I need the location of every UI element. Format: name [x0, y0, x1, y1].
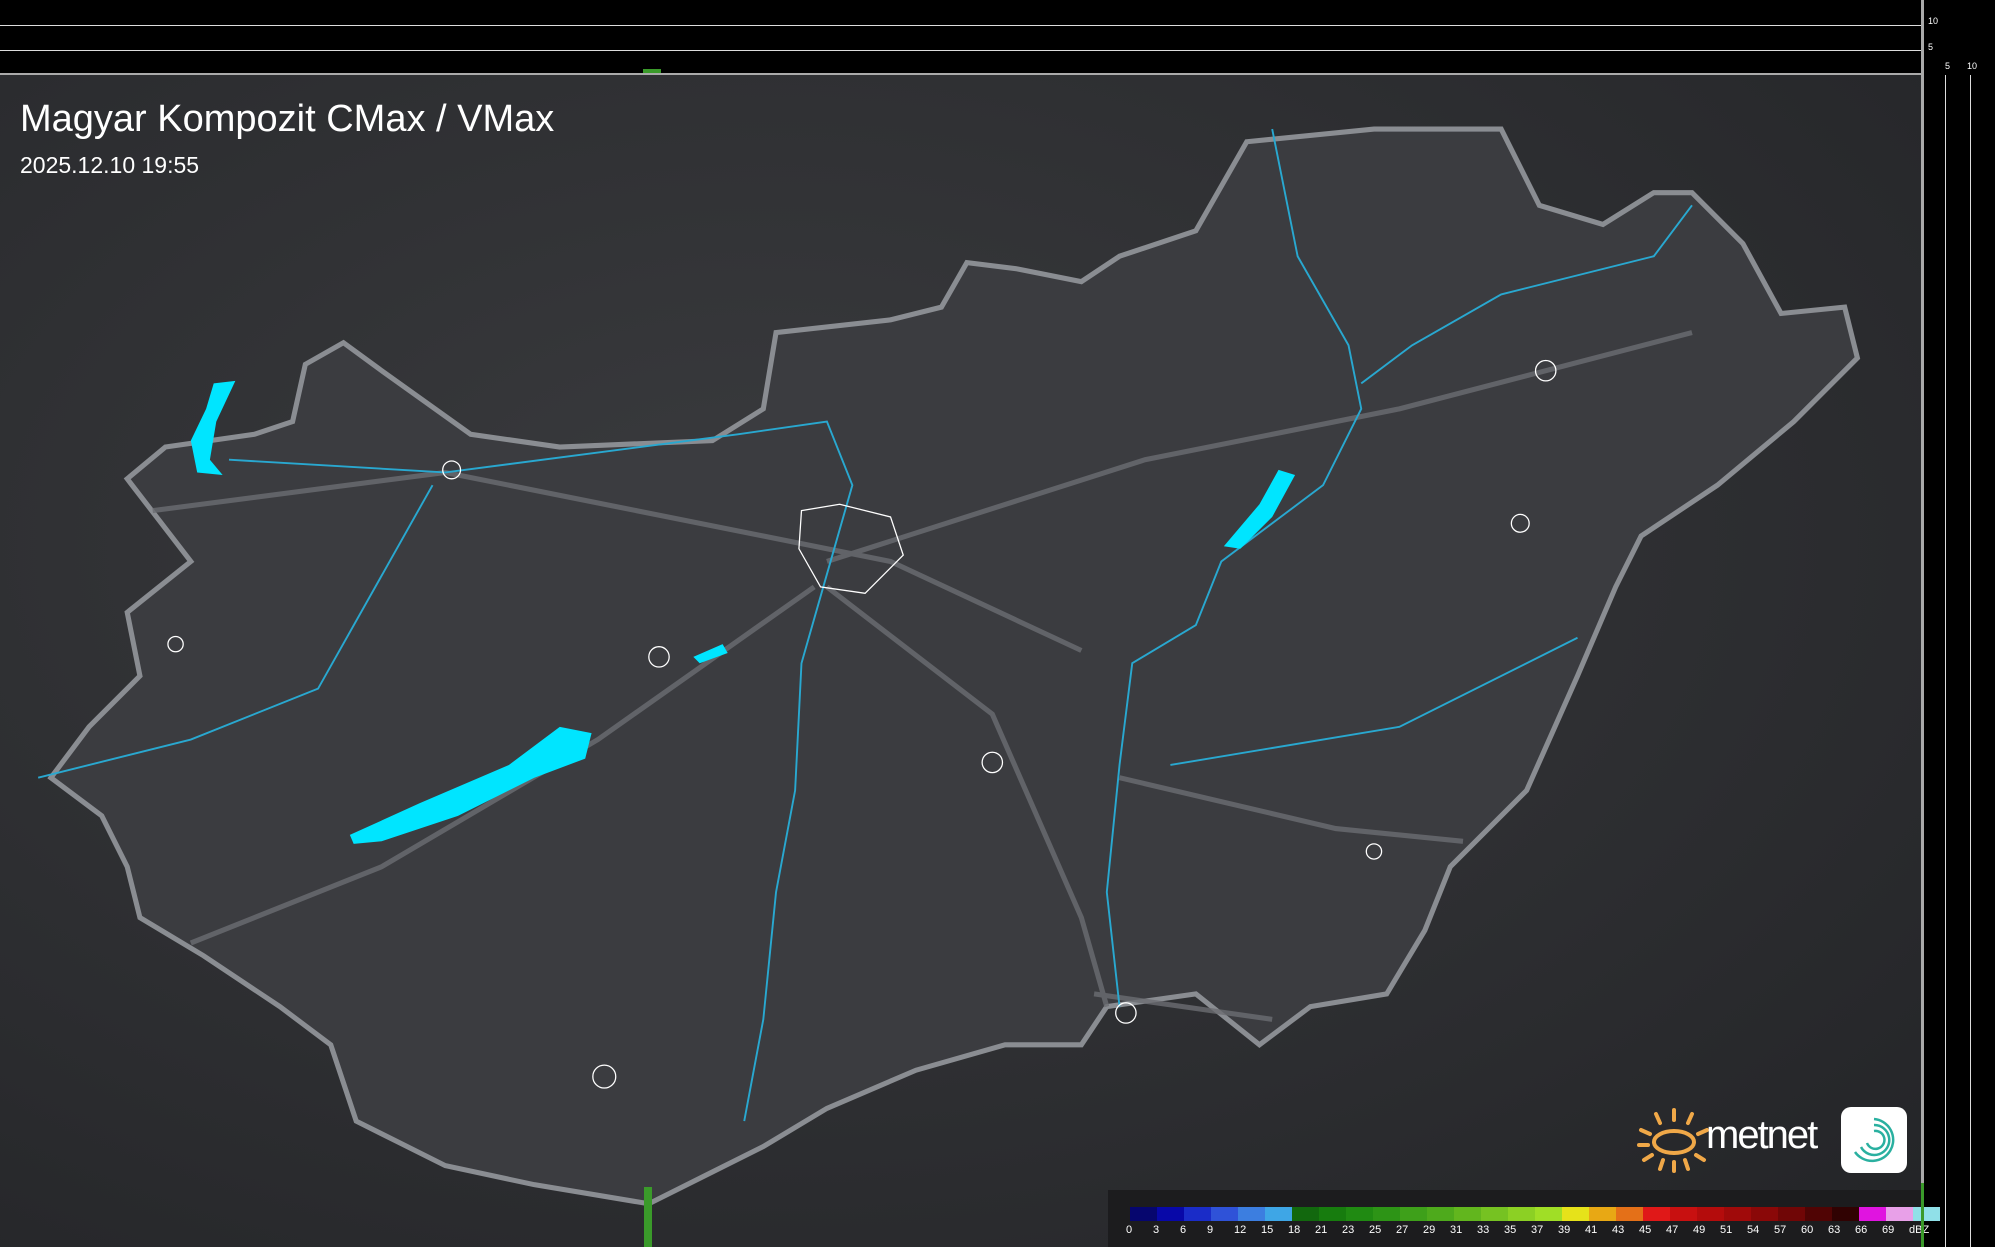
scale-label: 5 [1945, 61, 1951, 71]
cross-section-panel-top [0, 0, 1921, 75]
legend-label: 37 [1531, 1224, 1544, 1236]
lake-balaton [349, 726, 592, 844]
legend-swatch [1886, 1207, 1913, 1221]
legend-label: 9 [1207, 1224, 1214, 1236]
legend-swatch [1643, 1207, 1670, 1221]
legend-label: 25 [1369, 1224, 1382, 1236]
scale-label: 10 [1928, 16, 1939, 26]
legend-swatch [1346, 1207, 1373, 1221]
legend-label: 35 [1504, 1224, 1517, 1236]
scale-line-10 [0, 25, 1921, 26]
legend-label: 15 [1261, 1224, 1274, 1236]
legend-label: 21 [1315, 1224, 1328, 1236]
legend-swatch [1184, 1207, 1211, 1221]
swirl-icon [1853, 1117, 1895, 1163]
legend-label: 66 [1855, 1224, 1868, 1236]
legend-label: 33 [1477, 1224, 1490, 1236]
radar-map[interactable] [0, 75, 1921, 1247]
legend-label: 51 [1720, 1224, 1733, 1236]
legend-label: 0 [1126, 1224, 1133, 1236]
legend-label: 60 [1801, 1224, 1814, 1236]
rivers [37, 128, 1693, 1122]
legend-swatch [1319, 1207, 1346, 1221]
legend-swatch [1427, 1207, 1454, 1221]
legend-swatch [1589, 1207, 1616, 1221]
legend-label: 23 [1342, 1224, 1355, 1236]
metnet-logo: metnet [1636, 1105, 1911, 1175]
legend-swatch [1616, 1207, 1643, 1221]
hungary-map [37, 126, 1861, 1207]
legend-label: 3 [1153, 1224, 1160, 1236]
legend-label: dBZ [1909, 1224, 1930, 1236]
profile-marker [1921, 1183, 1924, 1247]
legend-swatches [1130, 1207, 1940, 1221]
cross-section-panel-side: 10 5 5 10 [1921, 0, 1995, 1247]
legend-swatch [1859, 1207, 1886, 1221]
app-badge [1841, 1107, 1907, 1173]
legend-swatch [1724, 1207, 1751, 1221]
legend-label: 43 [1612, 1224, 1625, 1236]
scale-label: 5 [1928, 42, 1934, 52]
legend-swatch [1913, 1207, 1940, 1221]
legend-swatch [1157, 1207, 1184, 1221]
legend-swatch [1211, 1207, 1238, 1221]
legend-swatch [1373, 1207, 1400, 1221]
scale-line-5 [1945, 75, 1946, 1247]
legend-swatch [1670, 1207, 1697, 1221]
legend-swatch [1238, 1207, 1265, 1221]
legend-swatch [1697, 1207, 1724, 1221]
legend-label: 45 [1639, 1224, 1652, 1236]
legend-label: 12 [1234, 1224, 1247, 1236]
legend-swatch [1751, 1207, 1778, 1221]
hungary-border [47, 126, 1861, 1207]
lakes [190, 380, 1296, 844]
legend-label: 41 [1585, 1224, 1598, 1236]
profile-marker [644, 1187, 652, 1247]
legend-label: 31 [1450, 1224, 1463, 1236]
legend-labels: 0 3 6 9 12 15 18 21 23 25 27 29 31 33 35 37 39 41 43 45 47 49… [1126, 1224, 1936, 1236]
profile-marker [643, 69, 661, 73]
legend-swatch [1481, 1207, 1508, 1221]
lake-neusiedl [190, 380, 236, 475]
legend-swatch [1400, 1207, 1427, 1221]
legend-label: 18 [1288, 1224, 1301, 1236]
legend-swatch [1535, 1207, 1562, 1221]
legend-label: 27 [1396, 1224, 1409, 1236]
sun-icon [1637, 1108, 1709, 1173]
legend-swatch [1130, 1207, 1157, 1221]
lake-tisza [1223, 469, 1296, 549]
legend-swatch [1832, 1207, 1859, 1221]
legend-label: 39 [1558, 1224, 1571, 1236]
dbz-color-legend: 0 3 6 9 12 15 18 21 23 25 27 29 31 33 35 37 39 41 43 45 47 49… [1108, 1190, 1940, 1247]
lake-velence [693, 644, 728, 664]
scale-label: 10 [1967, 61, 1978, 71]
legend-label: 6 [1180, 1224, 1187, 1236]
map-title: Magyar Kompozit CMax / VMax [20, 98, 555, 140]
scale-line-5 [0, 50, 1921, 51]
legend-label: 54 [1747, 1224, 1760, 1236]
legend-swatch [1265, 1207, 1292, 1221]
scale-line-10 [1970, 75, 1971, 1247]
legend-swatch [1778, 1207, 1805, 1221]
legend-label: 63 [1828, 1224, 1841, 1236]
legend-label: 47 [1666, 1224, 1679, 1236]
legend-label: 49 [1693, 1224, 1706, 1236]
logo-text: metnet [1706, 1113, 1818, 1157]
map-timestamp: 2025.12.10 19:55 [20, 152, 200, 178]
city-outlines [167, 359, 1557, 1089]
legend-label: 57 [1774, 1224, 1787, 1236]
legend-swatch [1292, 1207, 1319, 1221]
legend-swatch [1508, 1207, 1535, 1221]
roads [152, 330, 1693, 1022]
legend-swatch [1454, 1207, 1481, 1221]
legend-label: 29 [1423, 1224, 1436, 1236]
legend-label: 69 [1882, 1224, 1895, 1236]
legend-swatch [1805, 1207, 1832, 1221]
legend-swatch [1562, 1207, 1589, 1221]
